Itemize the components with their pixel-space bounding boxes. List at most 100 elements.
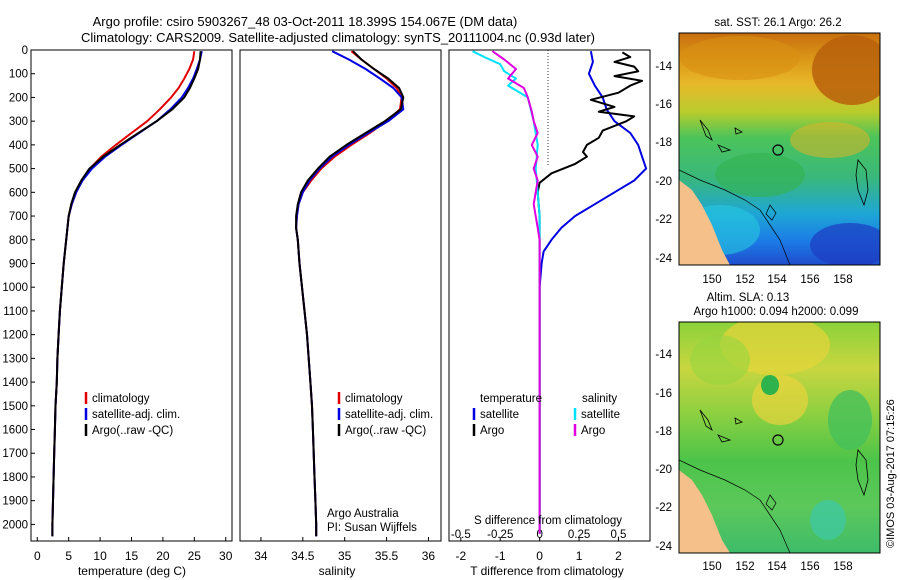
depth-axis: 0 100 200 300 400 500 600 700 800 900 1000 1100 1200… (2, 45, 35, 531)
temperature-diff-legend: temperature satellite Argo (472, 393, 542, 437)
argo-location-marker (772, 144, 784, 156)
salinity-legend: climatology satellite-adj. clim. Argo(..… (337, 392, 433, 437)
legend-label-sal-satellite: satellite (581, 409, 620, 421)
y-tick-label: 200 (9, 92, 28, 104)
y-tick-label: 300 (9, 116, 28, 128)
s-difference-label: S difference from climatology (474, 515, 622, 527)
sst-map-title: sat. SST: 26.1 Argo: 26.2 (714, 17, 841, 29)
legend-label-climatology: climatology (92, 393, 150, 405)
temperature-legend: climatology satellite-adj. clim. Argo(..… (84, 392, 180, 437)
tick-label: 152 (735, 561, 754, 573)
figure-title-line1: Argo profile: csiro 5903267_48 03-Oct-20… (93, 14, 518, 29)
tick-label: -24 (655, 253, 672, 265)
salinity-panel: 34 34.5 35 35.5 36 salinity climatology sate… (239, 49, 442, 578)
temperature-series (51, 50, 203, 537)
tick-label: -22 (655, 214, 672, 226)
tick-label: -24 (655, 541, 672, 553)
x-tick-label: 5 (65, 549, 72, 563)
temperature-panel: 0100200300400500600700800900100011001200… (2, 45, 232, 578)
legend-label-satellite: satellite-adj. clim. (92, 409, 180, 421)
t-difference-x-label: T difference from climatology (470, 564, 624, 578)
sst-map-frame (678, 32, 881, 266)
tick-label: -16 (655, 388, 672, 400)
y-tick-label: 600 (9, 187, 28, 199)
x-tick-label: 2 (615, 549, 622, 563)
legend-heading-salinity: salinity (582, 393, 617, 405)
argo-australia-label: Argo Australia (327, 508, 399, 520)
tick-label: 158 (833, 274, 852, 286)
x-tick-label: 20 (156, 549, 170, 563)
series-line (491, 50, 541, 534)
argo-location-marker (772, 434, 784, 446)
y-tick-label: 700 (9, 211, 28, 223)
x-tick-label: 30 (219, 549, 233, 563)
legend-label-temp-satellite: satellite (480, 409, 519, 421)
x-tick-label: 10 (93, 549, 107, 563)
series-line (538, 51, 648, 534)
tick-label: -20 (655, 464, 672, 476)
x-tick-label: -2 (455, 549, 466, 563)
x-tick-label: 36 (422, 549, 436, 563)
x-tick-label: 35 (338, 549, 352, 563)
sla-map-frame (678, 321, 881, 554)
tick-label: 150 (702, 274, 721, 286)
difference-plot-frame (448, 49, 651, 542)
legend-heading-temperature: temperature (480, 393, 542, 405)
tick-label: 152 (735, 274, 754, 286)
sla-map-title-line2: Argo h1000: 0.094 h2000: 0.099 (694, 306, 859, 318)
x-tick-label-secondary: 0.5 (610, 529, 626, 541)
y-tick-label: 1700 (2, 448, 28, 460)
x-tick-label-secondary: 0 (536, 529, 542, 541)
sst-map-y-axis: -14 -16 -18 -20 -22 -24 (655, 61, 672, 265)
sla-map-title-line1: Altim. SLA: 0.13 (707, 292, 789, 304)
tick-label: -20 (655, 176, 672, 188)
series-line (51, 51, 202, 537)
sla-map-x-axis: 150 152 154 156 158 (702, 561, 852, 573)
y-tick-label: 1600 (2, 425, 28, 437)
series-line (295, 50, 405, 537)
y-tick-label: 1900 (2, 496, 28, 508)
salinity-plot-frame (239, 49, 442, 542)
y-tick-label: 1300 (2, 353, 28, 365)
y-tick-label: 1400 (2, 377, 28, 389)
tick-label: -22 (655, 502, 672, 514)
imos-credit: ©IMOS 03-Aug-2017 07:15:26 (885, 399, 897, 548)
sst-map-x-axis: 150 152 154 156 158 (702, 274, 852, 286)
salinity-x-label: salinity (319, 564, 356, 578)
x-tick-label-secondary: -0.25 (487, 529, 513, 541)
difference-x-axis: -2 -1 0 1 2 -0.5 -0.25 0 0.25 0.5 (451, 529, 627, 563)
pi-label: PI: Susan Wijffels (327, 522, 417, 534)
x-tick-label: 0 (536, 549, 543, 563)
y-tick-label: 1100 (3, 306, 28, 318)
y-tick-label: 900 (9, 258, 28, 270)
y-tick-label: 1000 (2, 282, 28, 294)
y-tick-label: 100 (9, 69, 28, 81)
x-tick-label: 34.5 (291, 549, 315, 563)
x-tick-label: 34 (254, 549, 268, 563)
x-tick-label: 1 (576, 549, 583, 563)
legend-label-argo: Argo(..raw -QC) (92, 425, 173, 437)
tick-label: 156 (800, 274, 819, 286)
salinity-series (295, 50, 405, 537)
y-tick-label: 400 (9, 140, 28, 152)
legend-label-climatology: climatology (345, 393, 403, 405)
y-tick-label: 1500 (2, 401, 28, 413)
legend-label-sal-argo: Argo (581, 425, 605, 437)
tick-label: 150 (702, 561, 721, 573)
y-tick-label: 1200 (2, 330, 28, 342)
y-tick-label: 0 (22, 45, 28, 57)
tick-label: 156 (800, 561, 819, 573)
tick-label: 154 (767, 561, 787, 573)
sla-map-panel: Altim. SLA: 0.13 Argo h1000: 0.094 h2000… (655, 292, 881, 573)
temperature-x-label: temperature (deg C) (78, 564, 186, 578)
y-tick-label: 500 (9, 164, 28, 176)
salinity-x-axis: 34 34.5 35 35.5 36 (254, 537, 435, 563)
x-tick-label: 25 (188, 549, 202, 563)
tick-label: -18 (655, 137, 672, 149)
sst-map-panel: sat. SST: 26.1 Argo: 26.2 -14 -16 -18 -2… (655, 17, 881, 286)
x-tick-label: 15 (125, 549, 139, 563)
x-tick-label: 0 (34, 549, 41, 563)
sst-map-image (679, 33, 880, 265)
x-tick-label-secondary: -0.5 (451, 529, 471, 541)
